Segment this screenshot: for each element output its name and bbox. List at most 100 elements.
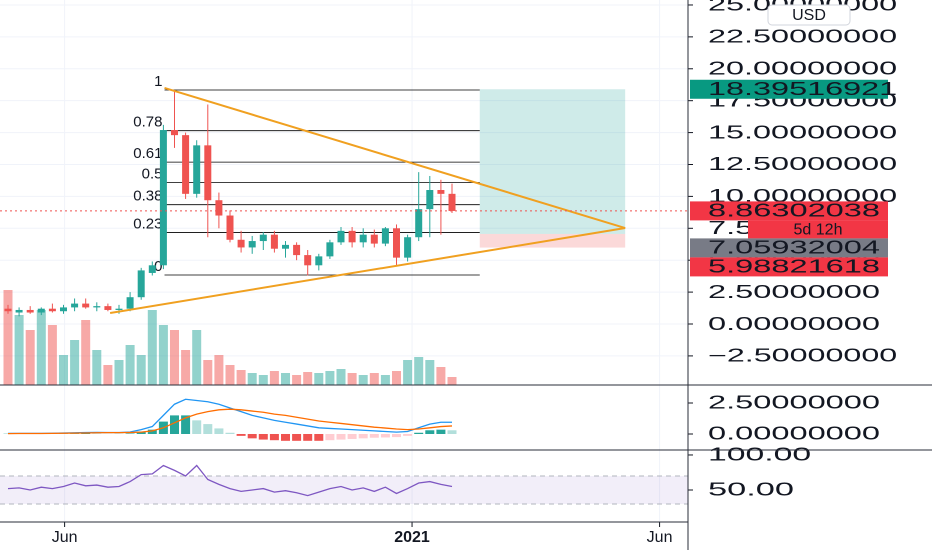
- macd-histogram-bar: [281, 433, 291, 441]
- macd-histogram-bar: [147, 429, 157, 434]
- macd-histogram-bar: [192, 420, 202, 434]
- candle-body: [59, 307, 67, 312]
- y-tick-label: 0.00000000: [708, 424, 880, 444]
- macd-histogram-bar: [181, 415, 191, 434]
- candle-body: [448, 193, 456, 211]
- candle-body: [126, 297, 134, 309]
- candle-body: [259, 234, 267, 242]
- volume-bar: [14, 315, 24, 385]
- candle-body: [359, 234, 367, 243]
- volume-bar: [425, 360, 435, 385]
- y-tick-label: 12.50000000: [708, 154, 897, 174]
- y-tick-label: 2.50000000: [708, 393, 880, 413]
- y-tick-label: 15.00000000: [708, 122, 897, 142]
- candle-body: [237, 239, 245, 248]
- volume-bar: [414, 357, 424, 385]
- macd-histogram-bar: [358, 433, 368, 439]
- price-label: 18.39516921: [708, 79, 897, 99]
- volume-bar: [236, 370, 246, 385]
- rsi-band: [0, 475, 688, 504]
- macd-histogram-bar: [314, 433, 324, 441]
- x-tick-label: Jun: [647, 529, 673, 546]
- candle-body: [293, 244, 301, 256]
- volume-bar: [369, 373, 379, 385]
- candle-body: [404, 237, 412, 258]
- volume-bar: [203, 360, 213, 385]
- candle-body: [437, 190, 445, 194]
- countdown: 5d 12h: [794, 222, 843, 239]
- volume-bar: [136, 355, 146, 385]
- macd-histogram-bar: [303, 433, 313, 441]
- y-tick-label: 22.50000000: [708, 27, 897, 47]
- volume-bar: [336, 369, 346, 385]
- candle-body: [93, 306, 101, 308]
- volume-bar: [403, 360, 413, 385]
- price-label: 7.05932004: [708, 238, 880, 258]
- volume-bar: [269, 371, 279, 385]
- candle-body: [137, 270, 145, 298]
- candle-body: [393, 228, 401, 258]
- macd-histogram-bar: [436, 429, 446, 434]
- volume-bar: [214, 355, 224, 385]
- candle-body: [26, 309, 34, 313]
- macd-histogram-bar: [247, 433, 257, 439]
- volume-bar: [92, 350, 102, 385]
- candle-body: [282, 244, 290, 249]
- fib-level-label: 0.61: [133, 145, 162, 162]
- macd-histogram-bar: [403, 433, 413, 436]
- y-tick-label: −2.50000000: [708, 346, 897, 366]
- candle-body: [4, 308, 12, 312]
- volume-bar: [3, 290, 13, 385]
- trendline: [109, 227, 626, 315]
- candle-body: [204, 145, 212, 201]
- currency-label[interactable]: USD: [792, 7, 826, 24]
- candle-body: [337, 230, 345, 243]
- volume-bar: [303, 372, 313, 385]
- macd-histogram-bar: [169, 415, 179, 434]
- volume-bar: [225, 365, 235, 385]
- fib-level-label: 0.5: [142, 165, 163, 182]
- macd-histogram-bar: [414, 432, 424, 434]
- macd-line: [7, 408, 453, 435]
- candle-body: [415, 209, 423, 238]
- macd-histogram-bar: [347, 433, 357, 439]
- candle-body: [381, 228, 389, 244]
- volume-bar: [380, 375, 390, 385]
- volume-bar: [81, 320, 91, 385]
- candle-body: [170, 130, 178, 136]
- candle-body: [226, 215, 234, 240]
- price-label-box: [690, 238, 888, 258]
- candle-body: [82, 303, 90, 308]
- volume-bar: [103, 365, 113, 385]
- candle-body: [270, 234, 278, 249]
- macd-histogram-bar: [258, 433, 268, 440]
- macd-histogram-bar: [325, 433, 335, 441]
- volume-bar: [258, 375, 268, 385]
- y-tick-label: 2.50000000: [708, 282, 880, 302]
- price-label-box: [690, 201, 888, 221]
- currency-button[interactable]: [767, 4, 851, 26]
- macd-histogram-bar: [425, 430, 435, 434]
- candle-body: [326, 242, 334, 257]
- volume-bar: [358, 375, 368, 385]
- y-tick-label: 0.00000000: [708, 314, 880, 334]
- macd-histogram-bar: [236, 433, 246, 436]
- volume-bar: [192, 330, 202, 385]
- price-label: 8.86302038: [708, 201, 880, 221]
- candle-body: [348, 230, 356, 243]
- macd-histogram-bar: [369, 433, 379, 438]
- macd-histogram-bar: [380, 433, 390, 438]
- price-label-box: [690, 257, 888, 277]
- volume-bar: [158, 325, 168, 385]
- y-tick-label: 20.00000000: [708, 59, 897, 79]
- volume-bar: [314, 373, 324, 385]
- price-label-box: [690, 79, 888, 99]
- countdown-box: [748, 220, 888, 239]
- fib-level-label: 0.23: [133, 215, 162, 232]
- macd-histogram-bar: [292, 433, 302, 441]
- volume-bar: [25, 330, 35, 385]
- candle-body: [426, 190, 434, 210]
- candle-body: [315, 256, 323, 266]
